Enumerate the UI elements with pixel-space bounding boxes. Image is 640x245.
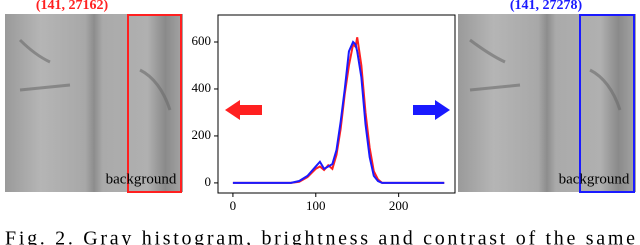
image-label: (141, 27162)	[36, 0, 109, 13]
y-tick-label: 400	[192, 80, 212, 95]
x-tick-label: 200	[389, 198, 409, 213]
y-tick-label: 600	[192, 33, 212, 48]
right-image	[458, 14, 636, 193]
right-arrow	[413, 100, 450, 120]
x-tick-label: 100	[306, 198, 326, 213]
left-arrow	[225, 100, 262, 120]
image-label: (141, 27278)	[510, 0, 583, 13]
image-tag: background	[559, 171, 630, 187]
histogram-line	[232, 37, 445, 184]
left-image	[5, 14, 183, 193]
caption: Fig. 2. Gray histogram, brightness and c…	[5, 228, 635, 245]
y-tick-label: 200	[192, 127, 212, 142]
histogram-line	[232, 40, 445, 184]
plot-frame	[217, 14, 456, 194]
image-tag: background	[106, 171, 177, 187]
x-tick-label: 0	[230, 198, 237, 213]
y-tick-label: 0	[205, 174, 212, 189]
